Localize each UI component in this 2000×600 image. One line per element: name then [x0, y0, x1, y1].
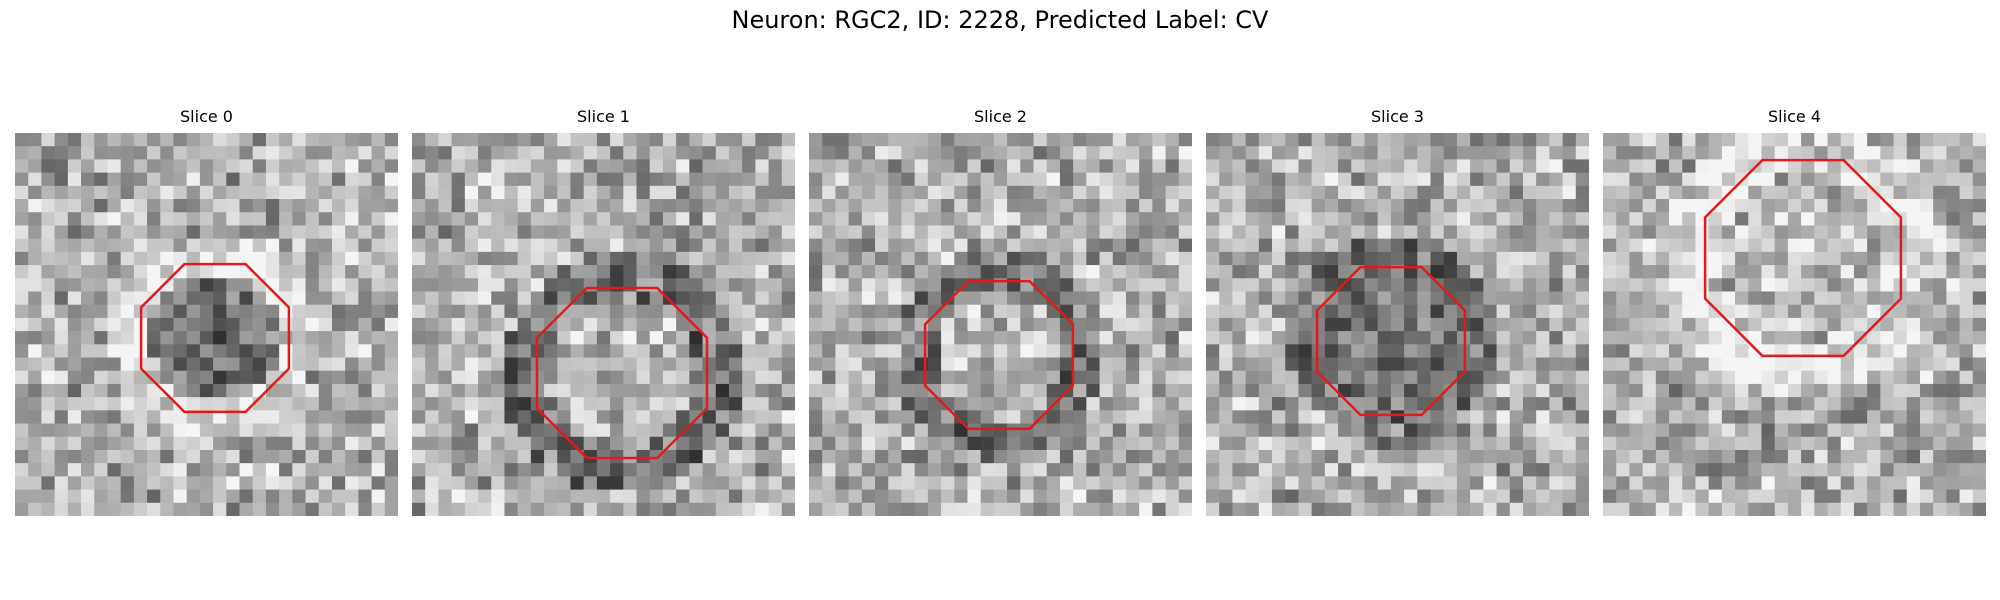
panel-title: Slice 3: [1371, 107, 1424, 126]
pixel-grid: [412, 133, 795, 516]
slice-image: [809, 133, 1192, 516]
panel-slice-3: Slice 3: [1206, 104, 1589, 516]
slice-image: [15, 133, 398, 516]
slice-image: [1603, 133, 1986, 516]
roi-outline: [923, 279, 1075, 431]
pixel-grid: [1206, 133, 1589, 516]
roi-outline: [1315, 265, 1467, 417]
panel-title: Slice 1: [577, 107, 630, 126]
roi-outline: [1703, 158, 1903, 358]
pixel-grid: [15, 133, 398, 516]
pixel-grid: [1603, 133, 1986, 516]
panel-slice-4: Slice 4: [1603, 104, 1986, 516]
panel-slice-0: Slice 0: [15, 104, 398, 516]
panel-title: Slice 2: [974, 107, 1027, 126]
figure-title: Neuron: RGC2, ID: 2228, Predicted Label:…: [731, 6, 1269, 34]
panel-title: Slice 0: [180, 107, 233, 126]
panel-slice-2: Slice 2: [809, 104, 1192, 516]
roi-outline: [535, 286, 709, 460]
roi-outline: [139, 262, 291, 414]
pixel-grid: [809, 133, 1192, 516]
panel-title: Slice 4: [1768, 107, 1821, 126]
panel-slice-1: Slice 1: [412, 104, 795, 516]
slice-image: [412, 133, 795, 516]
slice-image: [1206, 133, 1589, 516]
